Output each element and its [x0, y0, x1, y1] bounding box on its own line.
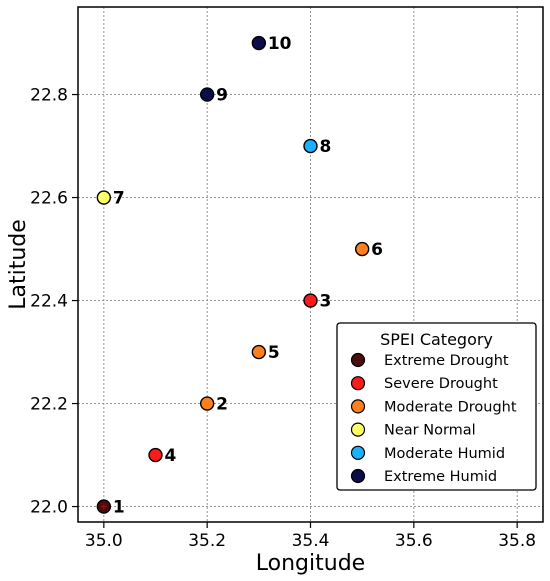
- x-tick-label: 35.8: [498, 531, 536, 551]
- data-point-label: 1: [113, 498, 125, 518]
- x-axis-label: Longitude: [256, 551, 365, 576]
- x-tick-label: 35.0: [85, 531, 123, 551]
- legend-title: SPEI Category: [380, 330, 493, 349]
- legend: SPEI Category Extreme Drought Severe Droug…: [336, 322, 537, 491]
- legend-box: [336, 322, 537, 491]
- data-point: [354, 241, 370, 257]
- axis-ticks: 35.0 35.2 35.4 35.6 35.8 22.0 22.2 22.4 22.6 22.8: [30, 86, 536, 551]
- data-point-label: 8: [320, 137, 332, 157]
- y-tick-label: 22.6: [30, 189, 68, 209]
- data-point: [96, 190, 112, 205]
- data-point-label: 6: [371, 240, 383, 260]
- data-point-label: 2: [216, 395, 228, 415]
- y-tick-label: 22.8: [30, 86, 68, 106]
- legend-marker: [350, 422, 366, 437]
- x-tick-label: 35.4: [292, 531, 330, 551]
- legend-label: Near Normal: [384, 423, 476, 439]
- data-point: [199, 396, 215, 411]
- y-axis-label: Latitude: [6, 219, 31, 310]
- y-tick-label: 22.4: [30, 292, 68, 312]
- data-point-label: 9: [216, 86, 228, 106]
- data-point-label: 4: [165, 446, 177, 466]
- data-point: [303, 138, 318, 154]
- data-point-label: 5: [268, 343, 280, 363]
- legend-marker: [350, 468, 366, 484]
- legend-label: Extreme Humid: [384, 469, 497, 485]
- legend-marker: [350, 399, 366, 414]
- legend-label: Severe Drought: [384, 376, 498, 392]
- x-tick-label: 35.6: [395, 531, 433, 551]
- data-point-label: 7: [113, 189, 125, 209]
- legend-label: Extreme Drought: [384, 353, 509, 369]
- legend-label: Moderate Drought: [384, 399, 517, 415]
- x-tick-label: 35.2: [188, 531, 226, 551]
- data-point: [303, 293, 318, 308]
- data-point-label: 3: [320, 292, 332, 312]
- data-points: 1 2 3 4 5 6 7 8 9 10: [96, 34, 383, 518]
- data-point: [199, 87, 215, 102]
- legend-label: Moderate Humid: [384, 446, 505, 462]
- data-point: [251, 344, 267, 360]
- legend-marker: [350, 352, 366, 368]
- data-point-marker: [100, 503, 107, 510]
- legend-marker: [350, 445, 366, 460]
- y-tick-label: 22.2: [30, 395, 68, 415]
- data-point: [148, 447, 163, 463]
- y-tick-label: 22.0: [30, 498, 68, 518]
- data-point-label: 10: [268, 34, 292, 54]
- legend-marker: [350, 376, 366, 391]
- data-point: [251, 35, 267, 51]
